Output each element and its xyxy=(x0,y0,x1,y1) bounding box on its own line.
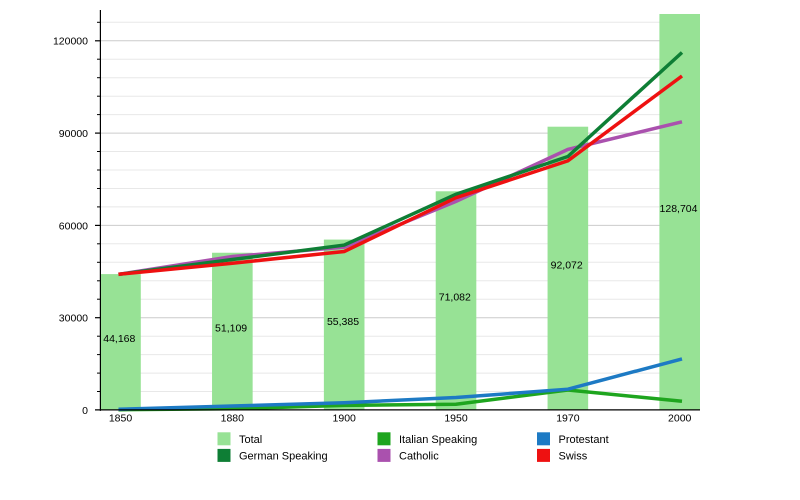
svg-text:Total: Total xyxy=(239,434,262,446)
svg-text:1970: 1970 xyxy=(556,413,580,425)
svg-text:51,109: 51,109 xyxy=(215,322,247,334)
svg-text:1880: 1880 xyxy=(221,413,245,425)
svg-text:2000: 2000 xyxy=(668,413,692,425)
svg-text:128,704: 128,704 xyxy=(660,203,698,215)
svg-text:1900: 1900 xyxy=(333,413,357,425)
svg-text:44,168: 44,168 xyxy=(103,333,135,345)
svg-text:120000: 120000 xyxy=(53,36,88,48)
svg-text:0: 0 xyxy=(82,405,88,417)
svg-text:German Speaking: German Speaking xyxy=(239,451,328,463)
svg-text:Catholic: Catholic xyxy=(399,451,439,463)
svg-text:71,082: 71,082 xyxy=(439,292,471,304)
svg-text:Italian Speaking: Italian Speaking xyxy=(399,434,477,446)
svg-text:30000: 30000 xyxy=(59,313,88,325)
svg-text:Swiss: Swiss xyxy=(559,451,588,463)
svg-text:55,385: 55,385 xyxy=(327,316,359,328)
svg-text:1950: 1950 xyxy=(444,413,468,425)
svg-text:92,072: 92,072 xyxy=(551,259,583,271)
svg-text:60000: 60000 xyxy=(59,220,88,232)
svg-text:90000: 90000 xyxy=(59,128,88,140)
svg-text:Protestant: Protestant xyxy=(559,434,609,446)
svg-text:1850: 1850 xyxy=(109,413,133,425)
